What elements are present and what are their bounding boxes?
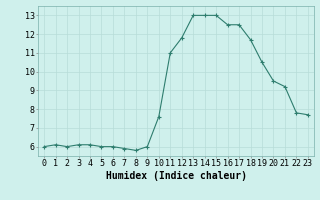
X-axis label: Humidex (Indice chaleur): Humidex (Indice chaleur) xyxy=(106,171,246,181)
